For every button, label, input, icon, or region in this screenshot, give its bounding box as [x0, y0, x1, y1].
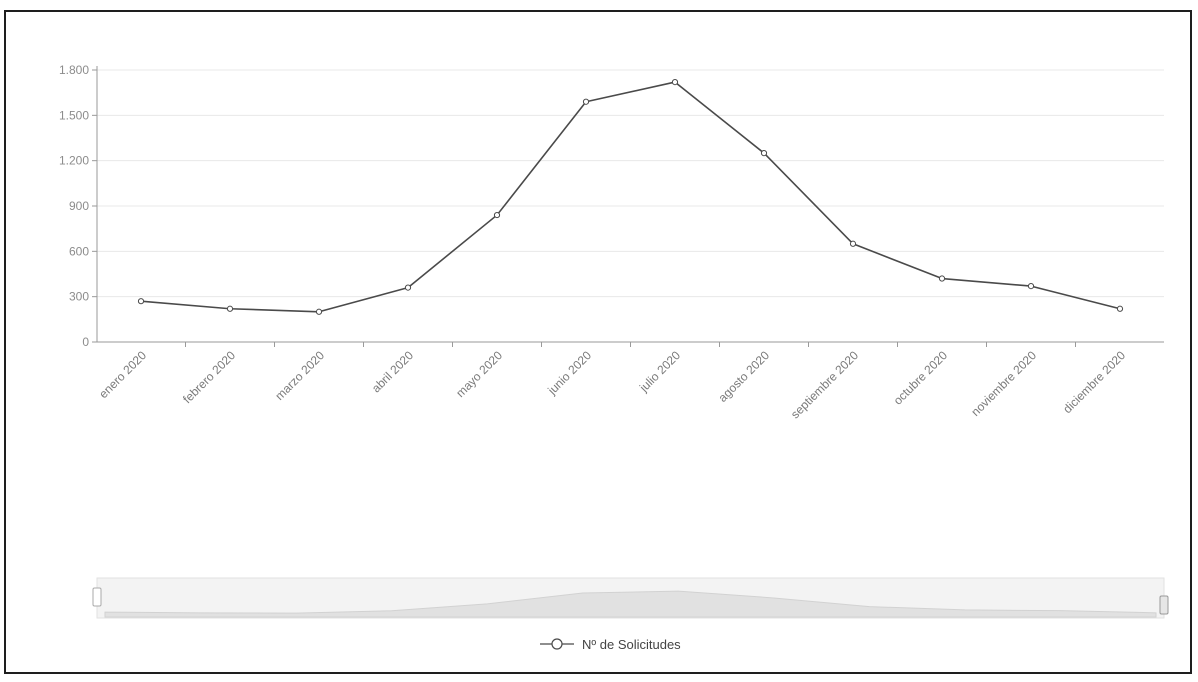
chart-frame: 0 300 600 900 1.200 1.500 1.800 enero 2020 febre…: [4, 10, 1192, 674]
x-tick-label: marzo 2020: [272, 348, 327, 403]
grid-lines: [97, 69, 1164, 298]
y-tick-label: 1.800: [59, 63, 89, 77]
range-slider[interactable]: [92, 577, 1169, 619]
y-tick-label: 600: [69, 244, 89, 258]
y-tick-label: 1.500: [59, 108, 89, 122]
x-tick-label: octubre 2020: [891, 348, 951, 408]
y-tick-label: 1.200: [59, 154, 89, 168]
axes: 0 300 600 900 1.200 1.500 1.800 enero 2020 febre…: [59, 63, 1164, 421]
legend-marker-icon: [551, 638, 563, 650]
data-point: [226, 305, 234, 312]
x-tick-label: junio 2020: [544, 348, 594, 398]
legend[interactable]: Nº de Solicitudes: [540, 637, 681, 652]
y-tick-label: 300: [69, 290, 89, 304]
x-tick-label: agosto 2020: [716, 348, 773, 405]
legend-label: Nº de Solicitudes: [582, 637, 681, 652]
line-chart: 0 300 600 900 1.200 1.500 1.800 enero 2020 febre…: [59, 63, 1169, 652]
x-tick-label: noviembre 2020: [968, 348, 1039, 419]
data-point: [938, 275, 946, 282]
x-tick-label: enero 2020: [96, 348, 149, 401]
data-point: [404, 284, 412, 291]
y-tick-label: 900: [69, 199, 89, 213]
series-layer: [137, 78, 1124, 315]
data-point: [1116, 305, 1124, 312]
x-tick-label: febrero 2020: [180, 348, 238, 406]
x-tick-label: septiembre 2020: [788, 348, 861, 421]
data-point: [1027, 282, 1035, 290]
data-point: [849, 240, 857, 247]
x-tick-label: diciembre 2020: [1060, 348, 1128, 416]
data-point: [137, 298, 145, 305]
series-line: [140, 81, 1121, 313]
data-point: [582, 98, 590, 105]
y-tick-label: 0: [82, 335, 89, 349]
data-point: [493, 211, 501, 219]
data-point: [315, 308, 323, 315]
range-slider-handle-left[interactable]: [92, 587, 102, 607]
x-tick-label: abril 2020: [369, 348, 416, 395]
data-point: [760, 150, 768, 157]
x-tick-label: mayo 2020: [453, 348, 505, 400]
data-point: [671, 78, 679, 86]
range-slider-handle-right[interactable]: [1159, 595, 1169, 615]
x-tick-label: julio 2020: [636, 348, 683, 395]
range-slider-area: [104, 590, 1157, 618]
